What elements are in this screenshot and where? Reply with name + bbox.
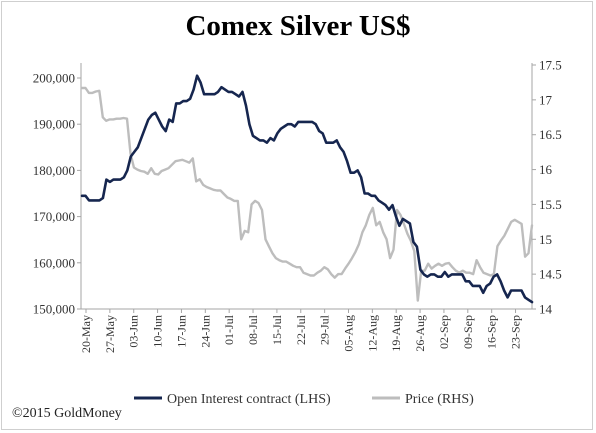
left-axis-ticks: 150,000 160,000 170,000 180,000 190,000 200,0… [33,71,81,317]
x-axis-tick-label: 12-Aug [365,315,379,352]
chart-title: Comex Silver US$ [185,10,411,42]
legend-label-price: Price (RHS) [405,392,474,407]
x-axis-tick-label: 24-Jun [198,315,212,348]
left-axis-tick-label: 200,000 [33,71,75,86]
x-axis-ticks: 20-May 27-May 03-Jun 10-Jun 17-Jun 24-Jun 01-J… [79,309,523,353]
x-axis-tick-label: 19-Aug [389,315,403,352]
x-axis-tick-label: 22-Jul [294,314,308,345]
x-axis-tick-label: 17-Jun [174,315,188,348]
chart-axes [80,63,533,310]
x-axis-tick-label: 08-Jul [246,314,260,345]
x-axis-tick-label: 23-Sep [509,315,523,349]
right-axis-tick-label: 17 [539,92,553,107]
right-axis-tick-label: 17.5 [539,58,562,73]
left-axis-tick-label: 180,000 [33,163,75,178]
x-axis-tick-label: 15-Jul [270,314,284,345]
right-axis-tick-label: 15 [539,232,552,247]
x-axis-tick-label: 02-Sep [437,315,451,349]
legend-label-open-interest: Open Interest contract (LHS) [167,392,331,407]
x-axis-tick-label: 26-Aug [413,315,427,352]
left-axis-tick-label: 170,000 [33,209,75,224]
x-axis-tick-label: 03-Jun [127,315,141,348]
chart-legend: Open Interest contract (LHS) Price (RHS) [134,392,474,407]
copyright-footer: ©2015 GoldMoney [12,406,122,421]
right-axis-tick-label: 14 [539,302,553,317]
right-axis-tick-label: 15.5 [539,197,562,212]
x-axis-tick-label: 10-Jun [151,315,165,348]
price-line [80,86,534,302]
chart-series [80,74,534,304]
left-axis-tick-label: 150,000 [33,302,75,317]
right-axis-tick-label: 14.5 [539,267,562,282]
x-axis-tick-label: 20-May [79,315,93,353]
right-axis-ticks: 14 14.5 15 15.5 16 16.5 17 17.5 [532,58,562,317]
right-axis-tick-label: 16 [539,162,553,177]
open-interest-line [80,74,534,304]
x-axis-tick-label: 27-May [103,315,117,353]
x-axis-tick-label: 05-Aug [341,315,355,352]
x-axis-tick-label: 09-Sep [461,315,475,349]
x-axis-tick-label: 29-Jul [318,314,332,345]
left-axis-tick-label: 160,000 [33,255,75,270]
right-axis-tick-label: 16.5 [539,127,562,142]
x-axis-tick-label: 16-Sep [485,315,499,349]
left-axis-tick-label: 190,000 [33,117,75,132]
x-axis-tick-label: 01-Jul [222,314,236,345]
